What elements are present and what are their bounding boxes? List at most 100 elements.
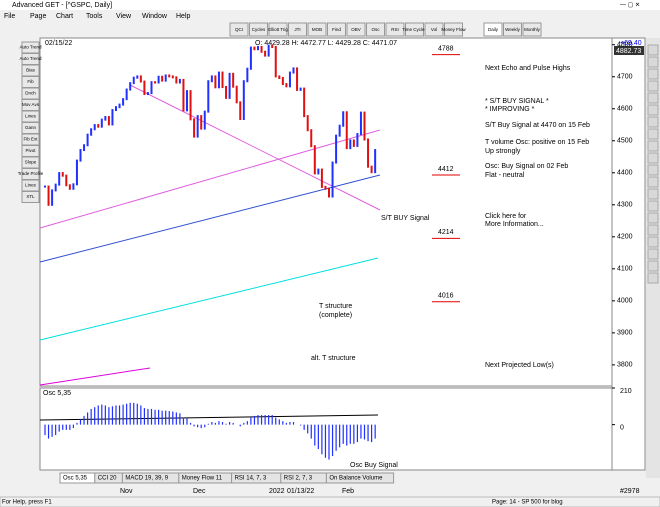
tool-icon[interactable] bbox=[647, 104, 659, 116]
price-bar bbox=[253, 46, 256, 51]
toolbar-label: OBV bbox=[351, 27, 361, 32]
tool-label: Auto Trend bbox=[19, 56, 42, 61]
osc-bar bbox=[126, 403, 128, 425]
osc-bar bbox=[147, 408, 149, 425]
osc-bar bbox=[122, 404, 124, 425]
status-text: For Help, press F1 bbox=[2, 500, 52, 506]
tool-icon[interactable] bbox=[647, 212, 659, 224]
toolbar-button[interactable] bbox=[483, 22, 503, 37]
price-bar bbox=[143, 80, 146, 96]
tool-icon[interactable] bbox=[647, 128, 659, 140]
toolbar-button[interactable] bbox=[249, 22, 268, 37]
tool-icon[interactable] bbox=[647, 272, 659, 284]
menu-item[interactable]: View bbox=[116, 13, 132, 20]
toolbar-button[interactable] bbox=[444, 22, 463, 37]
price-bar bbox=[363, 111, 366, 141]
toolbar-button[interactable] bbox=[346, 22, 366, 37]
osc-bar bbox=[374, 424, 376, 439]
toolbar-button[interactable] bbox=[327, 22, 346, 37]
toolbar-button[interactable] bbox=[288, 22, 307, 37]
price-bar bbox=[370, 165, 373, 174]
tool-label: XTL bbox=[26, 194, 35, 199]
price-bar bbox=[90, 128, 93, 136]
tool-icon[interactable] bbox=[647, 176, 659, 188]
chart-date: 02/15/22 bbox=[45, 40, 72, 47]
tool-icon[interactable] bbox=[647, 80, 659, 92]
price-bar bbox=[310, 129, 313, 148]
price-bar bbox=[317, 168, 320, 175]
toolbar-button[interactable] bbox=[385, 22, 405, 37]
menu-item[interactable]: Help bbox=[176, 13, 191, 20]
tool-icon[interactable] bbox=[647, 68, 659, 80]
osc-bar bbox=[168, 411, 170, 425]
osc-bar bbox=[90, 408, 92, 425]
toolbar-button[interactable] bbox=[522, 22, 542, 37]
tool-icon[interactable] bbox=[647, 200, 659, 212]
toolbar-button[interactable] bbox=[424, 22, 444, 37]
osc-bar bbox=[94, 407, 96, 425]
tool-icon[interactable] bbox=[647, 224, 659, 236]
tool-icon[interactable] bbox=[647, 56, 659, 68]
price-bar bbox=[246, 67, 249, 83]
tool-icon[interactable] bbox=[647, 260, 659, 272]
toolbar-button[interactable] bbox=[503, 22, 522, 37]
toolbar-button[interactable] bbox=[268, 22, 288, 37]
tool-label: Auto Trend bbox=[19, 45, 42, 50]
tool-icon[interactable] bbox=[647, 248, 659, 260]
last-price-box bbox=[614, 46, 644, 55]
price-axis bbox=[611, 37, 646, 471]
tool-icon[interactable] bbox=[647, 152, 659, 164]
window-title: Advanced GET - [^GSPC, Daily] bbox=[12, 2, 112, 9]
y-tick-label: 4400 bbox=[617, 170, 633, 177]
y-tick-label: 3900 bbox=[617, 330, 633, 337]
annotation: Next Echo and Pulse Highs bbox=[485, 65, 571, 72]
osc-bar bbox=[303, 424, 305, 430]
menu-item[interactable]: Window bbox=[142, 13, 168, 20]
menu-item[interactable]: File bbox=[4, 13, 15, 20]
tool-icon[interactable] bbox=[647, 188, 659, 200]
menu-item[interactable]: Tools bbox=[86, 13, 103, 20]
window-controls[interactable]: — ▢ ✕ bbox=[620, 3, 640, 9]
price-bar bbox=[107, 116, 110, 126]
osc-bar bbox=[65, 424, 67, 430]
tab[interactable] bbox=[325, 472, 395, 484]
price-bar bbox=[249, 46, 252, 70]
price-bar bbox=[168, 74, 171, 78]
toolbar-button[interactable] bbox=[229, 22, 249, 37]
price-bar bbox=[203, 110, 206, 130]
osc-bar bbox=[310, 424, 312, 439]
tool-icon[interactable] bbox=[647, 164, 659, 176]
tool-icon[interactable] bbox=[647, 116, 659, 128]
annotation: Next Projected Low(s) bbox=[485, 362, 554, 369]
osc-bar bbox=[58, 424, 60, 432]
tool-icon[interactable] bbox=[647, 44, 659, 56]
osc-bar bbox=[165, 410, 167, 425]
annotation: Osc: Buy Signal on 02 Feb bbox=[485, 163, 568, 170]
tool-label: Mov Avs bbox=[22, 102, 40, 107]
osc-bar bbox=[186, 418, 188, 425]
price-bar bbox=[274, 45, 277, 78]
price-bar bbox=[320, 168, 323, 188]
menu-item[interactable]: Chart bbox=[56, 13, 73, 20]
annotation[interactable]: Click here for bbox=[485, 213, 527, 220]
price-bar bbox=[51, 189, 54, 206]
price-bar bbox=[232, 72, 235, 88]
price-bar bbox=[306, 115, 309, 132]
toolbar-button[interactable] bbox=[405, 22, 424, 37]
x-tick-label: Dec bbox=[193, 488, 206, 495]
menu-item[interactable]: Page bbox=[30, 13, 46, 20]
annotation[interactable]: More Information... bbox=[485, 221, 544, 228]
tool-label: Pivot bbox=[25, 148, 36, 153]
toolbar-button[interactable] bbox=[307, 22, 327, 37]
tool-button[interactable] bbox=[21, 191, 40, 203]
tool-icon[interactable] bbox=[647, 92, 659, 104]
osc-bar bbox=[197, 424, 199, 428]
x-tick-label: 2022 bbox=[269, 488, 285, 495]
x-tick-label: Nov bbox=[120, 488, 133, 495]
tool-icon[interactable] bbox=[647, 140, 659, 152]
price-bar bbox=[331, 161, 334, 198]
osc-bar bbox=[108, 407, 110, 425]
tool-icon[interactable] bbox=[647, 236, 659, 248]
toolbar-button[interactable] bbox=[366, 22, 385, 37]
tool-label: Slope bbox=[25, 160, 37, 165]
